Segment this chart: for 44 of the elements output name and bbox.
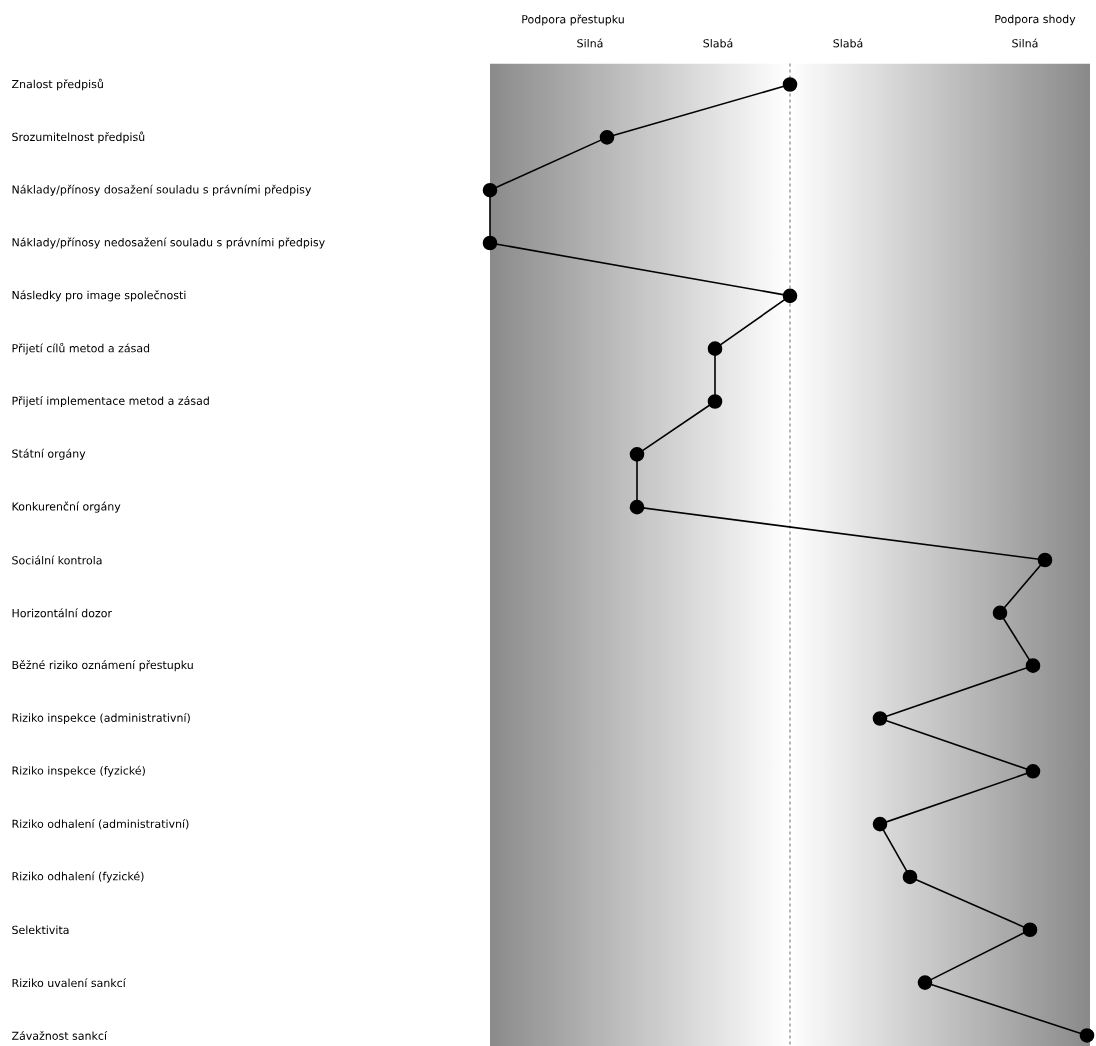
y-tick-label: Riziko inspekce (administrativní) xyxy=(12,712,190,725)
text: Podpora přestupku xyxy=(522,14,624,26)
y-tick-label: Přijetí implementace metod a zásad xyxy=(12,395,209,408)
point xyxy=(1037,552,1053,568)
point xyxy=(782,288,798,304)
y-tick-label: Znalost předpisů xyxy=(12,78,103,91)
y-tick-label: Běžné riziko oznámení přestupku xyxy=(12,660,193,672)
point xyxy=(902,869,918,885)
y-tick-label: Riziko odhalení (administrativní) xyxy=(12,819,189,830)
point xyxy=(872,711,888,726)
point xyxy=(992,605,1008,621)
text: Slabá xyxy=(703,38,733,48)
y-tick-label: Státní orgány xyxy=(12,448,86,460)
text: Podpora shody xyxy=(995,14,1076,26)
y-tick-label: Přijetí cílů metod a zásad xyxy=(12,342,150,355)
point xyxy=(917,975,933,990)
y-tick-label: Riziko inspekce (fyzické) xyxy=(12,765,145,777)
point xyxy=(629,447,645,462)
y-tick-label: Riziko uvalení sankcí xyxy=(12,978,127,988)
y-tick-label: Konkurenční orgány xyxy=(12,501,121,513)
point xyxy=(1079,1028,1095,1043)
y-tick-label: Riziko odhalení (fyzické) xyxy=(12,871,144,883)
point xyxy=(1022,922,1038,938)
text: Slabá xyxy=(833,38,863,48)
y-tick-label: Náklady/přínosy dosažení souladu s právními předpisy xyxy=(12,184,312,196)
y-tick-label: Závažnost sankcí xyxy=(12,1030,108,1040)
y-tick-label: Selektivita xyxy=(12,925,69,935)
point xyxy=(1025,763,1041,779)
point xyxy=(629,499,645,515)
text: Silná xyxy=(577,38,603,48)
point xyxy=(482,235,498,251)
point xyxy=(707,341,723,356)
point xyxy=(872,816,888,832)
point xyxy=(482,182,498,198)
y-tick-label: Následky pro image společnosti xyxy=(12,290,186,302)
text: Silná xyxy=(1012,38,1038,48)
point xyxy=(782,77,798,92)
point xyxy=(707,394,723,409)
y-tick-label: Náklady/přínosy nedosažení souladu s právními předpisy xyxy=(12,237,325,249)
point xyxy=(599,130,615,145)
y-tick-label: Horizontální dozor xyxy=(12,608,112,618)
point xyxy=(1025,658,1041,673)
y-tick-label: Sociální kontrola xyxy=(12,555,102,565)
y-tick-label: Srozumitelnost předpisů xyxy=(12,131,145,144)
